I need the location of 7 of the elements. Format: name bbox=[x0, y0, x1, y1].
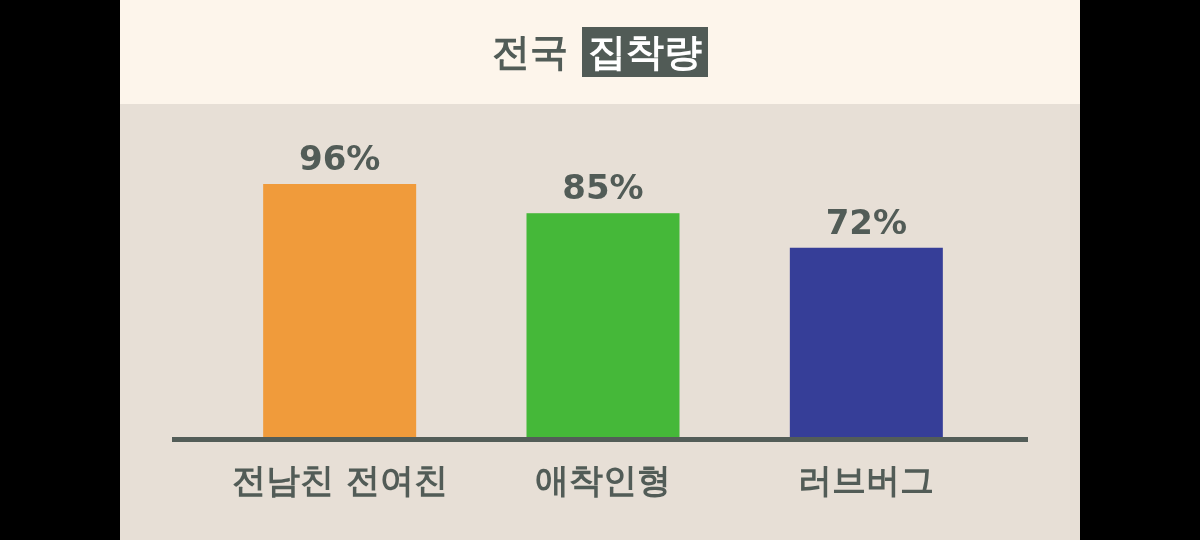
x-tick-label: 전남친 전여친 bbox=[231, 460, 448, 500]
x-tick-label: 러브버그 bbox=[798, 460, 935, 500]
x-tick-label: 애착인형 bbox=[535, 460, 671, 500]
data-label: 96% bbox=[298, 138, 381, 178]
data-label: 85% bbox=[562, 167, 644, 208]
data-label: 72% bbox=[825, 201, 908, 242]
chart-title: 전국 집착량 bbox=[492, 29, 703, 76]
